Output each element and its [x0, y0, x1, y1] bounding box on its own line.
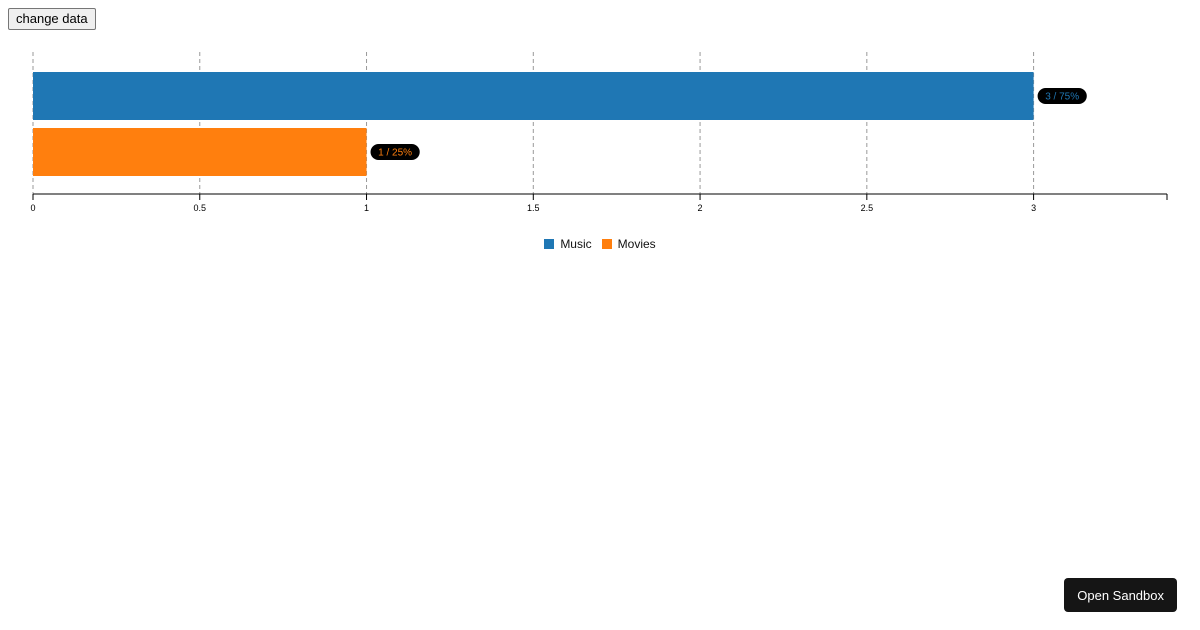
change-data-button[interactable]: change data — [8, 8, 96, 30]
x-tick-label: 2.5 — [861, 203, 874, 213]
bar-music[interactable] — [33, 72, 1034, 120]
data-label-pill — [1037, 88, 1087, 104]
data-label: 3 / 75% — [1045, 92, 1079, 103]
data-label: 1 / 25% — [378, 148, 412, 159]
x-tick-label: 2 — [698, 203, 703, 213]
legend-swatch — [601, 239, 612, 249]
x-tick-label: 0.5 — [194, 203, 207, 213]
data-label-pill — [370, 144, 420, 160]
data-labels: 3 / 75% 1 / 25% — [370, 88, 1087, 160]
legend-item-music[interactable]: Music — [544, 237, 592, 251]
x-axis: 0 0.5 1 1.5 2 2.5 3 — [30, 193, 1168, 213]
bar-chart: 0 0.5 1 1.5 2 2.5 3 3 / 75% 1 / 25% — [30, 52, 1168, 213]
legend-label: Music — [560, 237, 592, 251]
bar-movies[interactable] — [33, 128, 367, 176]
x-tick-label: 3 — [1031, 203, 1036, 213]
bars — [33, 72, 1034, 176]
legend-item-movies[interactable]: Movies — [601, 237, 656, 251]
x-tick-label: 1 — [364, 203, 369, 213]
legend: Music Movies — [0, 237, 1200, 251]
x-tick-label: 1.5 — [527, 203, 540, 213]
open-sandbox-button[interactable]: Open Sandbox — [1064, 578, 1177, 612]
legend-label: Movies — [617, 237, 656, 251]
x-tick-label: 0 — [30, 203, 35, 213]
legend-swatch — [544, 239, 555, 249]
